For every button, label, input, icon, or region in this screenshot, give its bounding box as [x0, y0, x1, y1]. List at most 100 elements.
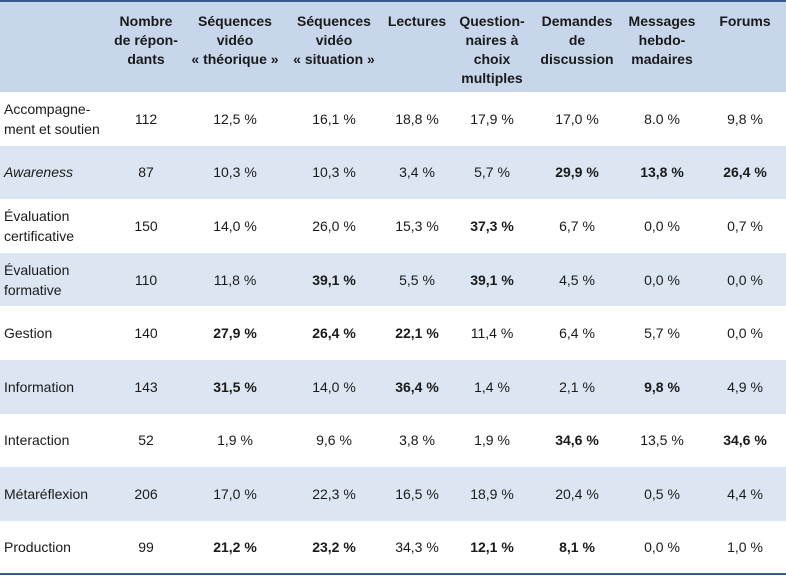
cell-value: 13,5 % — [640, 432, 684, 449]
table-cell: 99 — [106, 521, 186, 575]
table-cell: 34,6 % — [534, 414, 620, 468]
table-cell: 34,3 % — [384, 521, 450, 575]
table-cell: 0,0 % — [704, 306, 786, 360]
table-row: Production 99 21,2 % 23,2 % 34,3 % 12,1 % 8,1 … — [0, 521, 786, 575]
cell-value: 11,8 % — [213, 271, 257, 288]
cell-value: 10,3 % — [312, 164, 356, 181]
row-label-line: Métaréflexion — [4, 485, 89, 502]
cell-value: 22,1 % — [395, 325, 439, 342]
row-label: Production — [0, 521, 106, 575]
table-cell: 2,1 % — [534, 359, 620, 414]
table-cell: 17,0 % — [186, 467, 284, 521]
row-label-line: Awareness — [4, 164, 74, 181]
row-label: Gestion — [0, 306, 106, 360]
table-cell: 5,7 % — [620, 306, 704, 360]
cell-value: 1,4 % — [474, 378, 510, 395]
column-header: Nombre de répon-dants — [106, 1, 186, 92]
table-cell: 6,4 % — [534, 306, 620, 360]
cell-value: 16,5 % — [395, 485, 439, 502]
table-cell: 0,0 % — [620, 521, 704, 575]
cell-value: 8,1 % — [559, 539, 595, 556]
row-label-line: formative — [4, 281, 62, 298]
column-header-line: de répon- — [114, 32, 178, 48]
table-cell: 1,4 % — [450, 359, 534, 414]
column-header-line: Séquences — [198, 13, 272, 29]
row-label-line: Production — [4, 539, 71, 556]
row-label: Évaluation formative — [0, 252, 106, 307]
cell-value: 87 — [138, 164, 154, 181]
row-label-line: Gestion — [4, 325, 53, 342]
cell-value: 9,8 % — [644, 378, 680, 395]
table-cell: 1,9 % — [186, 414, 284, 468]
cell-value: 29,9 % — [555, 164, 599, 181]
column-header-line: naires à — [465, 32, 519, 48]
cell-value: 13,8 % — [640, 164, 684, 181]
cell-value: 18,9 % — [470, 485, 514, 502]
column-header-line: vidéo — [216, 32, 254, 48]
table-cell: 6,7 % — [534, 199, 620, 253]
table-cell: 10,3 % — [186, 145, 284, 200]
column-header-line: Nombre — [119, 13, 173, 29]
table-cell: 10,3 % — [284, 145, 384, 200]
table-cell: 17,0 % — [534, 92, 620, 146]
table-cell: 29,9 % — [534, 145, 620, 200]
cell-value: 10,3 % — [213, 164, 257, 181]
cell-value: 37,3 % — [470, 217, 514, 234]
cell-value: 23,2 % — [312, 539, 356, 556]
cell-value: 52 — [138, 432, 154, 449]
column-header-line: « situation » — [293, 51, 375, 67]
cell-value: 6,4 % — [559, 325, 595, 342]
table-cell: 31,5 % — [186, 359, 284, 414]
table-cell: 21,2 % — [186, 521, 284, 575]
table-cell: 26,0 % — [284, 199, 384, 253]
cell-value: 12,5 % — [213, 110, 257, 127]
table-cell: 0,0 % — [620, 199, 704, 253]
table-row: Awareness 87 10,3 % 10,3 % 3,4 % 5,7 % 29,9 % 1… — [0, 145, 786, 200]
cell-value: 17,0 % — [213, 485, 257, 502]
table-cell: 4,9 % — [704, 359, 786, 414]
cell-value: 9,6 % — [316, 432, 352, 449]
row-label-line: Interaction — [4, 432, 70, 449]
table-cell: 39,1 % — [284, 252, 384, 307]
table-cell: 11,8 % — [186, 252, 284, 307]
table-cell: 140 — [106, 306, 186, 360]
cell-value: 34,6 % — [555, 432, 599, 449]
table-cell: 8.0 % — [620, 92, 704, 146]
table-cell: 22,3 % — [284, 467, 384, 521]
table-cell: 37,3 % — [450, 199, 534, 253]
table-cell: 13,8 % — [620, 145, 704, 200]
column-header: Question-naires à choix multiples — [450, 1, 534, 92]
cell-value: 99 — [138, 539, 154, 556]
column-header-line: choix — [473, 51, 511, 67]
table-cell: 52 — [106, 414, 186, 468]
cell-value: 27,9 % — [213, 325, 257, 342]
table-cell: 39,1 % — [450, 252, 534, 307]
row-label-line: Accompagne- — [4, 100, 91, 117]
table-cell: 110 — [106, 252, 186, 307]
cell-value: 14,0 % — [213, 217, 257, 234]
row-label: Évaluation certificative — [0, 199, 106, 253]
cell-value: 0,0 % — [727, 325, 763, 342]
table-cell: 3,4 % — [384, 145, 450, 200]
table-cell: 15,3 % — [384, 199, 450, 253]
cell-value: 16,1 % — [312, 110, 356, 127]
table-cell: 87 — [106, 145, 186, 200]
cell-value: 3,8 % — [399, 432, 435, 449]
column-header-line: Forums — [719, 13, 771, 29]
row-label-line: Évaluation — [4, 261, 70, 278]
table-cell: 12,5 % — [186, 92, 284, 146]
table-cell: 16,1 % — [284, 92, 384, 146]
table-row: Information 143 31,5 % 14,0 % 36,4 % 1,4 % 2,1… — [0, 359, 786, 414]
cell-value: 20,4 % — [555, 485, 599, 502]
table-cell: 13,5 % — [620, 414, 704, 468]
column-header: Forums — [704, 1, 786, 92]
row-label: Métaréflexion — [0, 467, 106, 521]
column-header-line: de — [568, 32, 586, 48]
column-header: Demandes de discussion — [534, 1, 620, 92]
cell-value: 36,4 % — [395, 378, 439, 395]
row-label: Awareness — [0, 145, 106, 200]
table-cell: 1,0 % — [704, 521, 786, 575]
cell-value: 1,9 % — [217, 432, 253, 449]
table-row: Évaluation certificative 150 14,0 % 26,0 % 15… — [0, 199, 786, 253]
